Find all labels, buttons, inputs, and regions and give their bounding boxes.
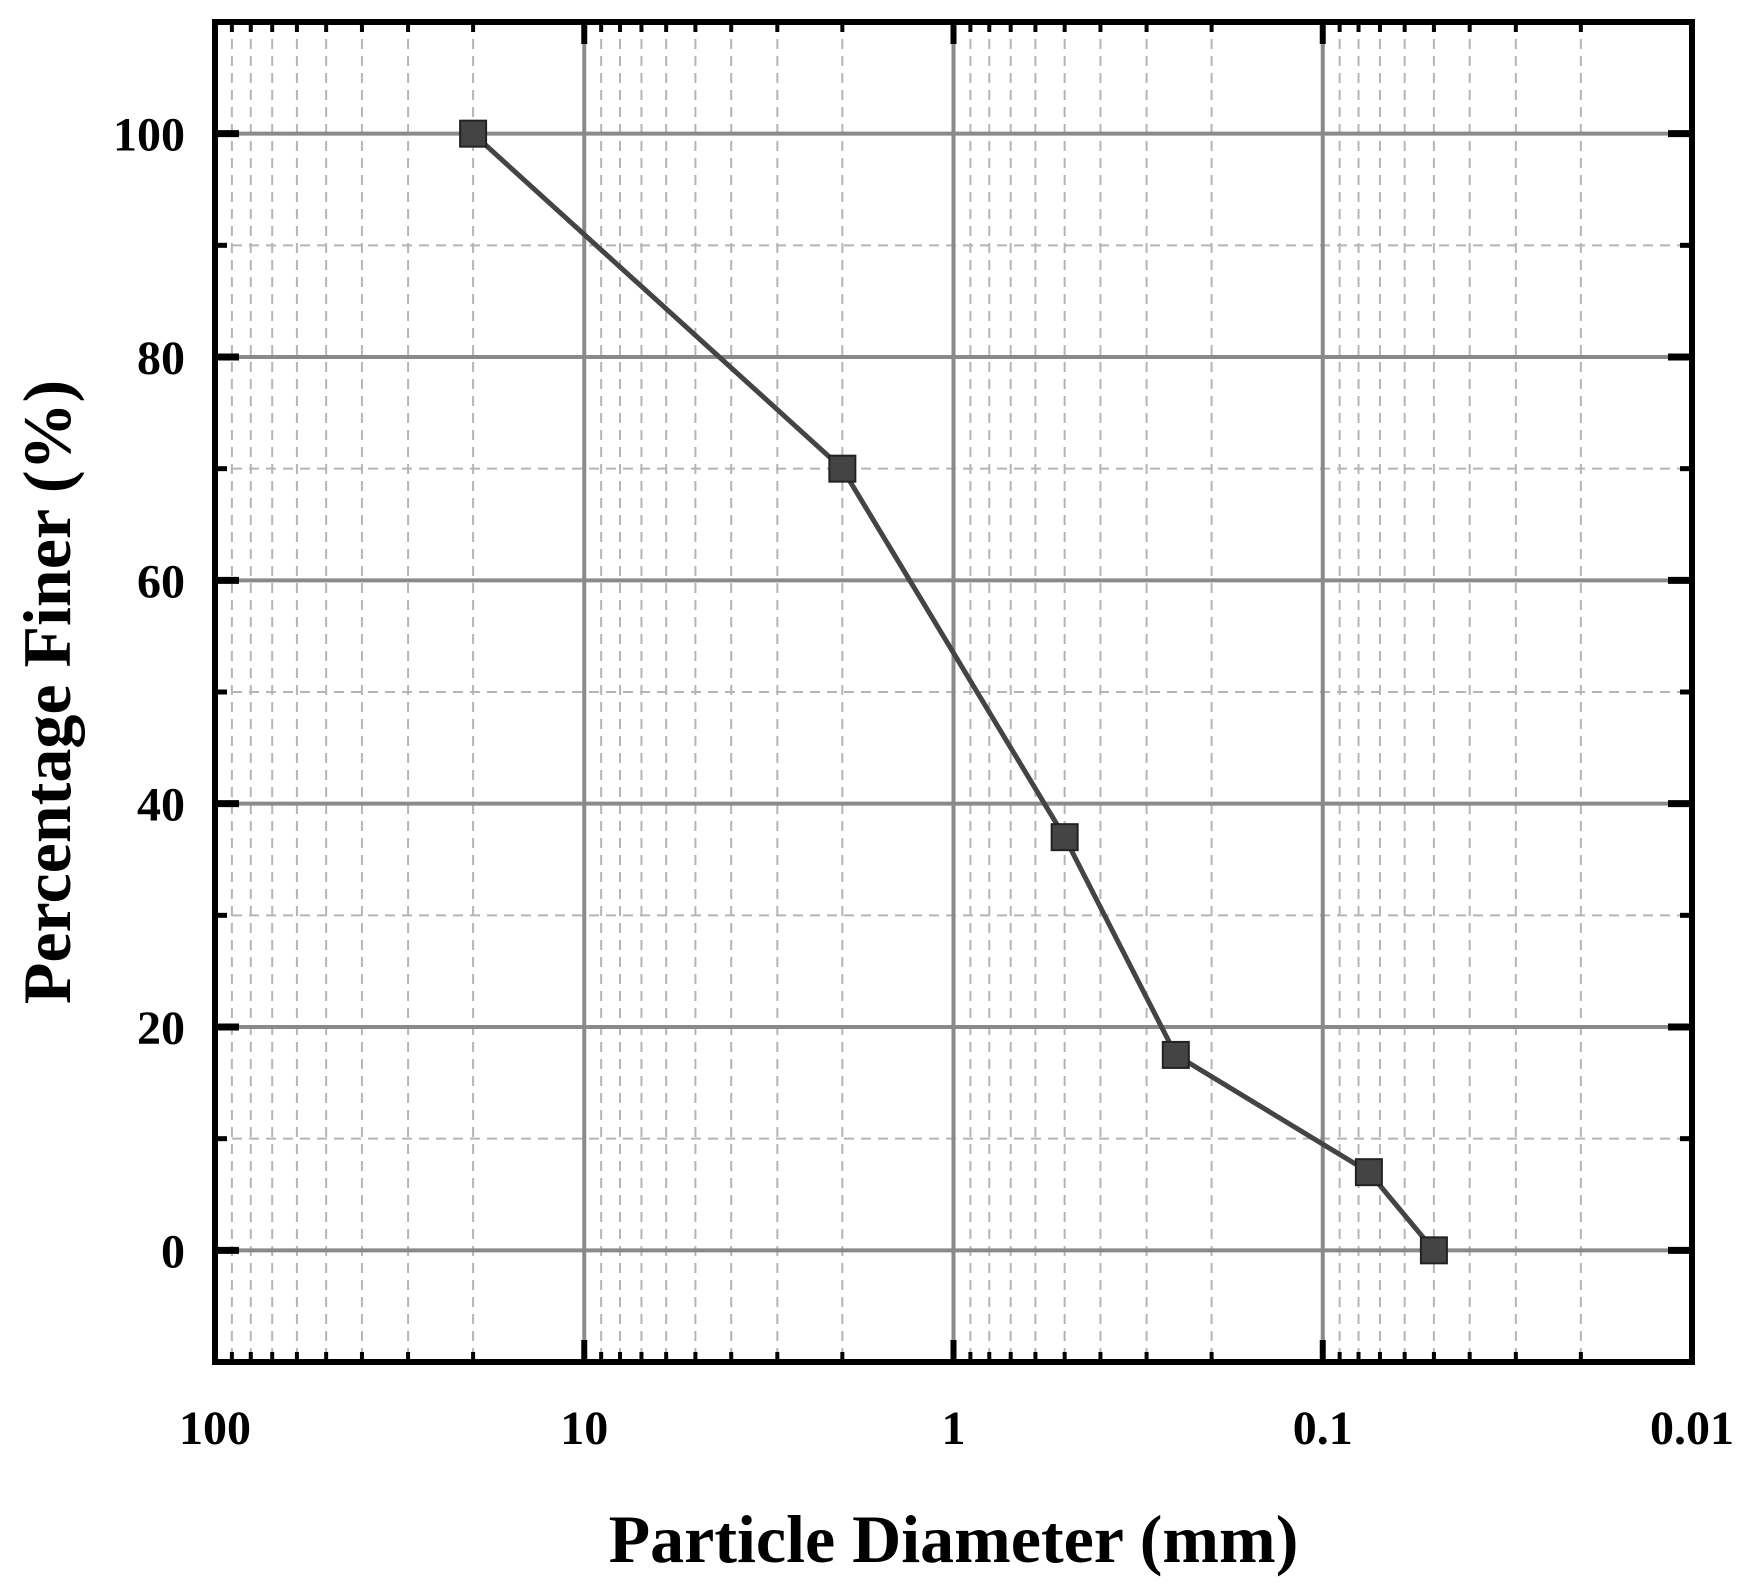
y-tick-label: 20 — [137, 1002, 185, 1055]
x-tick-label: 0.01 — [1650, 1402, 1734, 1455]
data-point-marker — [828, 454, 857, 483]
x-tick-label: 100 — [179, 1402, 251, 1455]
y-tick-label: 80 — [137, 332, 185, 385]
y-tick-label: 0 — [161, 1225, 185, 1278]
x-tick-label: 0.1 — [1293, 1402, 1353, 1455]
y-tick-label: 100 — [113, 109, 185, 162]
grid-lines — [213, 21, 1694, 1363]
tick-labels: 100 10 1 0.1 0.01 0 20 40 60 80 100 — [113, 109, 1734, 1455]
data-point-marker — [1354, 1158, 1383, 1187]
y-tick-label: 60 — [137, 555, 185, 608]
data-point-marker — [459, 119, 488, 148]
y-axis-title: Percentage Finer (%) — [9, 380, 85, 1004]
y-tick-label: 40 — [137, 779, 185, 832]
x-tick-label: 1 — [942, 1402, 966, 1455]
data-series — [459, 119, 1448, 1265]
data-point-marker — [1050, 823, 1079, 852]
data-point-marker — [1161, 1040, 1190, 1069]
x-axis-title: Particle Diameter (mm) — [609, 1501, 1299, 1577]
x-tick-label: 10 — [560, 1402, 608, 1455]
plot-frame — [212, 19, 1695, 1365]
data-point-marker — [1419, 1236, 1448, 1265]
